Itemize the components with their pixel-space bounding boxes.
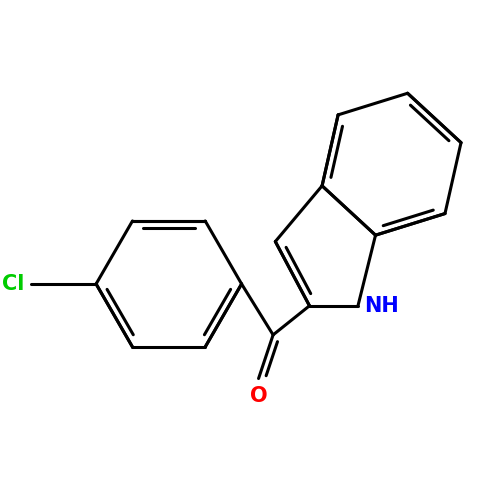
Text: O: O [250,386,268,406]
Text: NH: NH [364,296,398,316]
Text: Cl: Cl [2,274,25,294]
